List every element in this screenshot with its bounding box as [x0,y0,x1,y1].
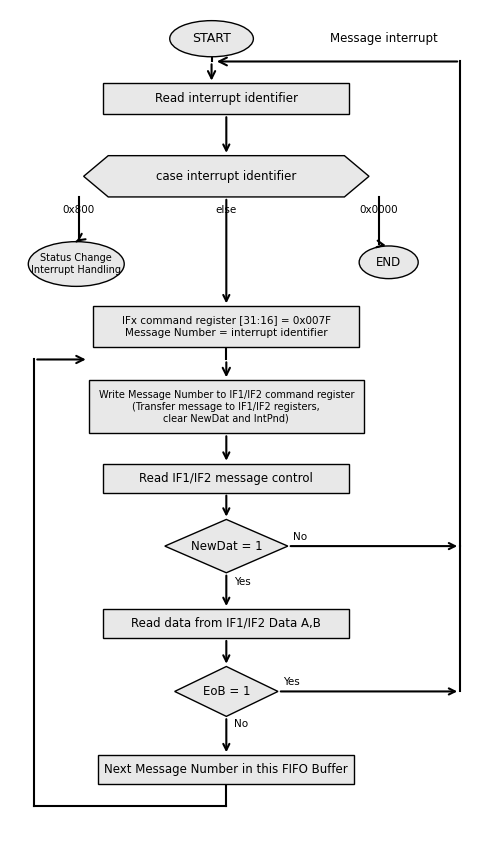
Text: Message interrupt: Message interrupt [330,32,437,46]
FancyBboxPatch shape [93,306,359,347]
Text: Status Change
Interrupt Handling: Status Change Interrupt Handling [31,253,121,275]
FancyBboxPatch shape [103,83,349,114]
Text: EoB = 1: EoB = 1 [203,685,250,698]
Text: else: else [215,205,237,215]
Text: Read interrupt identifier: Read interrupt identifier [155,92,298,106]
FancyBboxPatch shape [103,464,349,493]
Text: Write Message Number to IF1/IF2 command register
(Transfer message to IF1/IF2 re: Write Message Number to IF1/IF2 command … [98,390,354,423]
FancyBboxPatch shape [89,380,364,433]
Text: 0x800: 0x800 [62,205,95,215]
Polygon shape [175,666,278,716]
FancyBboxPatch shape [103,609,349,638]
Text: Read data from IF1/IF2 Data A,B: Read data from IF1/IF2 Data A,B [131,617,321,630]
Text: NewDat = 1: NewDat = 1 [190,539,262,553]
Text: Read IF1/IF2 message control: Read IF1/IF2 message control [139,471,313,485]
Text: Yes: Yes [283,677,300,687]
Text: Yes: Yes [234,577,250,587]
FancyBboxPatch shape [98,755,354,784]
Ellipse shape [359,246,418,279]
Text: START: START [192,32,231,46]
Text: Next Message Number in this FIFO Buffer: Next Message Number in this FIFO Buffer [104,763,348,777]
Ellipse shape [29,242,124,286]
Text: 0x0000: 0x0000 [360,205,398,215]
Text: IFx command register [31:16] = 0x007F
Message Number = interrupt identifier: IFx command register [31:16] = 0x007F Me… [122,316,331,338]
Text: case interrupt identifier: case interrupt identifier [156,169,297,183]
Polygon shape [165,519,288,573]
Polygon shape [84,156,369,197]
Text: No: No [234,719,248,729]
Ellipse shape [170,21,253,57]
Text: END: END [376,255,401,269]
Text: No: No [293,531,307,542]
